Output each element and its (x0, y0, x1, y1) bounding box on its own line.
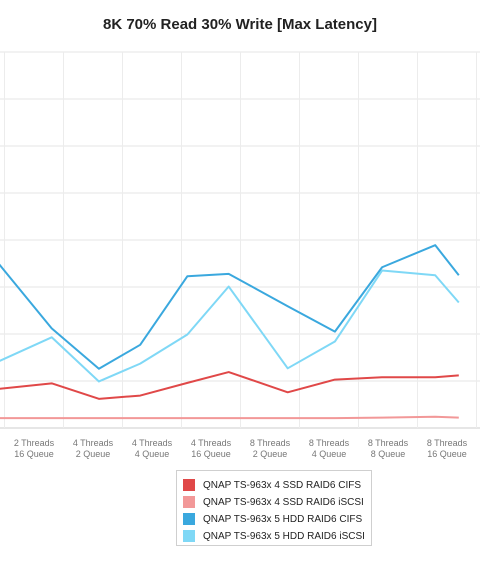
legend: QNAP TS-963x 4 SSD RAID6 CIFS QNAP TS-963… (176, 470, 372, 546)
series-line (0, 371, 459, 400)
legend-label: QNAP TS-963x 4 SSD RAID6 CIFS (203, 479, 362, 491)
x-tick-label: 2 Threads (14, 438, 55, 448)
x-tick-label: 8 Threads (368, 438, 409, 448)
legend-label: QNAP TS-963x 5 HDD RAID6 iSCSI (203, 530, 365, 542)
x-tick-label: 2 Queue (253, 449, 288, 459)
series-1 (0, 371, 459, 400)
series-3 (0, 244, 460, 370)
legend-swatch (183, 479, 195, 491)
x-tick-label: 16 Queue (14, 449, 54, 459)
x-tick-label: 8 Threads (250, 438, 291, 448)
x-tick-label: 8 Threads (427, 438, 468, 448)
x-tick-label: 8 Threads (309, 438, 350, 448)
legend-label: QNAP TS-963x 4 SSD RAID6 iSCSI (203, 496, 364, 508)
legend-swatch (183, 513, 195, 525)
series-line (0, 244, 460, 370)
legend-item: QNAP TS-963x 5 HDD RAID6 CIFS (183, 511, 362, 527)
x-tick-label: 16 Queue (427, 449, 467, 459)
series-layer (0, 244, 460, 420)
chart-title: 8K 70% Read 30% Write [Max Latency] (103, 16, 377, 33)
series-line (0, 415, 459, 420)
series-line (0, 269, 460, 383)
legend-label: QNAP TS-963x 5 HDD RAID6 CIFS (203, 513, 363, 525)
legend-swatch (183, 496, 195, 508)
legend-swatch (183, 530, 195, 542)
legend-item: QNAP TS-963x 5 HDD RAID6 iSCSI (183, 528, 365, 544)
legend-item: QNAP TS-963x 4 SSD RAID6 iSCSI (183, 494, 364, 510)
series-2 (0, 415, 459, 420)
series-4 (0, 269, 460, 383)
x-tick-label: 4 Queue (312, 449, 347, 459)
x-tick-label: 16 Queue (191, 449, 231, 459)
x-tick-label: 4 Threads (132, 438, 173, 448)
grid (0, 51, 480, 429)
x-tick-label: 4 Threads (191, 438, 232, 448)
x-tick-label: 2 Queue (76, 449, 111, 459)
x-tick-label: 8 Queue (371, 449, 406, 459)
legend-item: QNAP TS-963x 4 SSD RAID6 CIFS (183, 477, 361, 493)
x-tick-label: 4 Threads (73, 438, 114, 448)
x-tick-label: 4 Queue (135, 449, 170, 459)
